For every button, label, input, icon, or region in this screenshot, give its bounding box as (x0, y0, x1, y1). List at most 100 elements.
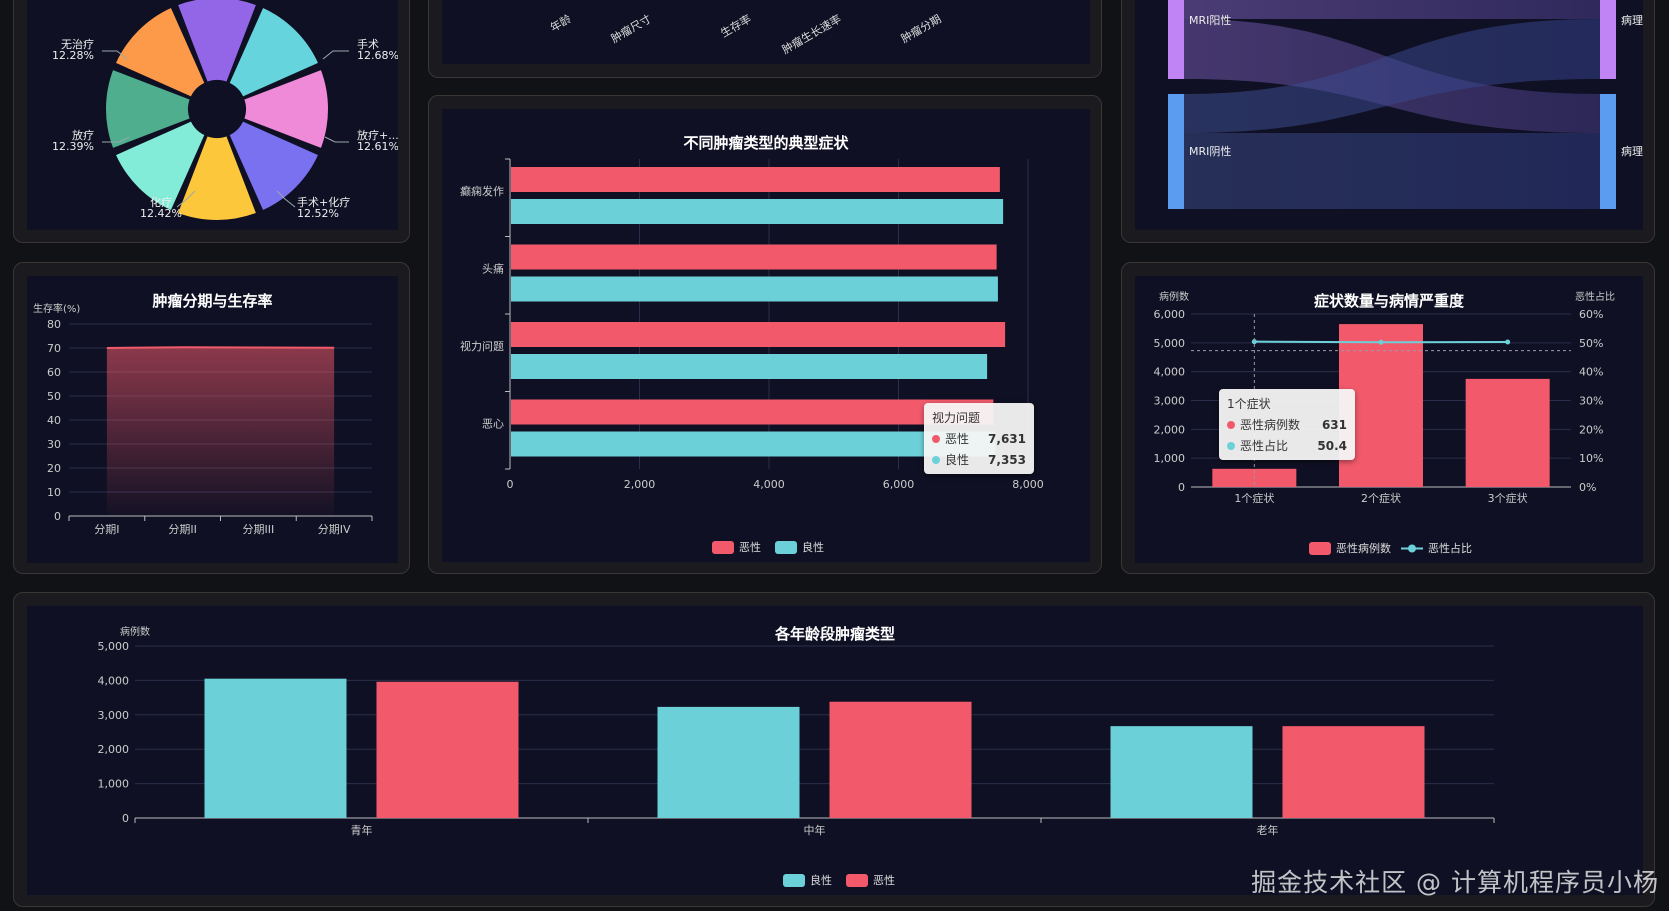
survival-line (106, 346, 335, 349)
x-tick-label: 青年 (351, 823, 373, 837)
survival-title: 肿瘤分期与生存率 (152, 292, 273, 310)
y-tick-label: 3,000 (1154, 395, 1186, 408)
bar (511, 167, 1000, 192)
legend-item-benign[interactable]: 良性 (775, 539, 824, 555)
legend-item-benign[interactable]: 良性 (783, 872, 832, 888)
x-tick-label: 2,000 (624, 478, 656, 491)
bar (511, 199, 1004, 224)
y-tick-label: 30 (47, 438, 61, 451)
y-tick-label: 40 (47, 414, 61, 427)
sankey-flow (1184, 19, 1600, 133)
legend-line-swatch (1401, 544, 1423, 552)
y-tick-label: 视力问题 (460, 339, 504, 353)
sankey-inner: MRI阳性 MRI阴性 病理-恶性病理-良性 (1135, 0, 1669, 230)
y-tick-label: 头痛 (482, 261, 504, 275)
legend-swatch (1309, 541, 1331, 555)
legend-item-malignant-ratio[interactable]: 恶性占比 (1401, 540, 1472, 556)
sankey-node-label: MRI阴性 (1189, 144, 1231, 158)
sankey-flow (1184, 133, 1600, 209)
bar (511, 322, 1006, 347)
bar (1282, 726, 1425, 818)
severity-legend: 恶性病例数 恶性占比 (1309, 540, 1472, 556)
bar (376, 681, 519, 818)
legend-label: 恶性病例数 (1336, 542, 1391, 555)
watermark: 掘金技术社区 @ 计算机程序员小杨 (1251, 868, 1659, 897)
survival-ylabel: 生存率(%) (33, 302, 80, 315)
legend-swatch (712, 540, 734, 554)
bar (829, 701, 972, 818)
y-tick-label: 4,000 (1154, 366, 1186, 379)
pie-label-pct: 12.52% (297, 207, 339, 220)
pie-label-name: 放疗+... (357, 128, 398, 142)
tooltip-row: 恶性占比 50.4 (1227, 437, 1347, 454)
y-tick-label: 70 (47, 342, 61, 355)
y-tick-label: 0 (122, 812, 129, 825)
tooltip-value: 50.4 (1317, 438, 1347, 453)
tooltip-label: 恶性 (945, 432, 970, 446)
legend-label: 良性 (810, 874, 832, 887)
bar (511, 244, 997, 270)
pie-label-name: 无治疗 (61, 37, 94, 51)
pie-label-line (176, 190, 196, 208)
y-tick-label: 恶心 (482, 417, 504, 430)
radar-axis-panel: 年龄 肿瘤尺寸 生存率 肿瘤生长速率 肿瘤分期 (428, 0, 1102, 78)
severity-ylabel-right: 恶性占比 (1575, 290, 1615, 303)
x-tick-label: 4,000 (753, 478, 785, 491)
y-tick-label: 50 (47, 390, 61, 403)
axis-tick-label: 肿瘤生长速率 (779, 11, 843, 56)
pie-slice (113, 119, 207, 213)
severity-panel: 症状数量与病情严重度 病例数 恶性占比 6,000 60% 5,000 50% 4,000 4… (1121, 262, 1655, 574)
severity-ylabel-left: 病例数 (1159, 290, 1189, 303)
y-tick-label-right: 60% (1579, 308, 1603, 321)
symptoms-panel: 不同肿瘤类型的典型症状 0 2,000 4,000 6,000 8,000 癫痫发作 头痛视… (428, 95, 1102, 574)
y-tick-label-right: 0% (1579, 481, 1596, 494)
legend-item-malignant[interactable]: 恶性 (712, 539, 761, 555)
y-tick-label: 10 (47, 486, 61, 499)
tooltip-row: 良性 7,353 (932, 451, 1026, 468)
sankey-node-label: MRI阳性 (1189, 13, 1231, 27)
tooltip-dot (932, 434, 940, 443)
legend-label: 恶性 (873, 874, 895, 887)
y-tick-label-right: 40% (1579, 366, 1603, 379)
y-tick-label-right: 30% (1579, 395, 1603, 408)
tooltip-title: 视力问题 (932, 411, 981, 425)
bar (1110, 726, 1253, 818)
tooltip-value: 7,631 (988, 431, 1026, 446)
y-tick-label: 1,000 (98, 778, 130, 791)
y-tick-label: 3,000 (98, 709, 130, 722)
x-tick-label: 0 (507, 478, 514, 491)
pie-label-line (102, 136, 130, 143)
legend-swatch (783, 873, 805, 887)
legend-item-malignant-cases[interactable]: 恶性病例数 (1309, 540, 1391, 556)
legend-swatch (846, 873, 868, 887)
y-tick-label: 0 (54, 510, 61, 523)
pie-label-line (322, 50, 349, 60)
y-tick-label: 2,000 (98, 743, 130, 756)
bar (511, 431, 996, 457)
bar (204, 678, 347, 818)
age-ylabel: 病例数 (120, 625, 150, 638)
y-tick-label: 0 (1178, 481, 1185, 494)
x-tick-label: 3个症状 (1488, 491, 1528, 505)
pie-slice (227, 5, 321, 99)
radar-axis-inner: 年龄 肿瘤尺寸 生存率 肿瘤生长速率 肿瘤分期 (442, 0, 1090, 64)
survival-area-chart: 生存率(%) 80 70 60 50 40 30 20 10 0 分期I 分期II 分期III 分期IV (33, 302, 373, 536)
pie-slice (175, 0, 259, 84)
survival-area (106, 347, 335, 516)
y-tick-label: 2,000 (1154, 423, 1186, 436)
x-tick-label: 8,000 (1012, 478, 1044, 491)
legend-item-malignant[interactable]: 恶性 (846, 872, 895, 888)
severity-inner: 症状数量与病情严重度 病例数 恶性占比 6,000 60% 5,000 50% 4,000 4… (1135, 276, 1643, 563)
y-tick-label-right: 50% (1579, 337, 1603, 350)
tooltip-label: 恶性占比 (1240, 439, 1289, 453)
legend-swatch (775, 540, 797, 554)
bar (511, 354, 988, 379)
bar (657, 706, 800, 818)
age-title: 各年龄段肿瘤类型 (774, 625, 895, 643)
age-legend: 良性 恶性 (783, 872, 895, 888)
pie-label-pct: 12.28% (52, 49, 94, 62)
tooltip-dot (932, 455, 940, 464)
survival-inner: 肿瘤分期与生存率 生存率(%) 80 70 60 50 40 30 20 10 0 分期I 分期II 分… (27, 276, 398, 563)
axis-tick-label: 生存率 (718, 11, 754, 40)
